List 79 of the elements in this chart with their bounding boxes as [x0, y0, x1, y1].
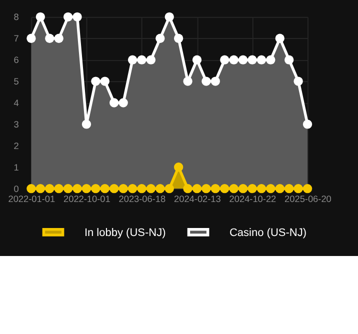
- point: [26, 34, 36, 43]
- y-tick-label: 6: [14, 55, 19, 66]
- y-tick-label: 1: [14, 162, 19, 172]
- x-tick-label: 2022-01-01: [8, 194, 56, 204]
- point: [128, 184, 138, 194]
- x-tick-label: 2024-02-13: [174, 194, 221, 204]
- point: [146, 184, 156, 194]
- legend-label: In lobby (US-NJ): [84, 226, 166, 239]
- point: [174, 162, 184, 172]
- point: [210, 184, 220, 194]
- point: [248, 55, 257, 64]
- point: [238, 55, 248, 64]
- point: [164, 12, 174, 22]
- point: [54, 34, 64, 43]
- x-tick-label: 2025-06-20: [284, 194, 332, 204]
- point: [91, 184, 100, 194]
- y-tick-label: 8: [14, 12, 19, 22]
- point: [118, 98, 128, 108]
- point: [164, 184, 174, 194]
- point: [110, 98, 119, 108]
- point: [294, 184, 303, 194]
- point: [220, 184, 230, 194]
- point: [183, 76, 192, 86]
- point: [100, 184, 110, 194]
- point: [110, 184, 119, 194]
- x-tick-label: 2024-10-22: [229, 194, 276, 204]
- point: [202, 184, 211, 194]
- point: [192, 55, 202, 64]
- point: [118, 184, 128, 194]
- y-tick-label: 2: [14, 140, 19, 151]
- point: [238, 184, 248, 194]
- point: [128, 55, 138, 64]
- point: [26, 184, 36, 194]
- point: [302, 120, 312, 129]
- point: [229, 55, 238, 64]
- point: [275, 184, 284, 194]
- point: [256, 55, 266, 64]
- point: [183, 184, 192, 194]
- point: [72, 12, 82, 22]
- point: [156, 184, 165, 194]
- point: [275, 34, 284, 43]
- point: [202, 76, 211, 86]
- point: [100, 76, 110, 86]
- point: [91, 76, 100, 86]
- point: [63, 184, 73, 194]
- point: [220, 55, 230, 64]
- point: [302, 184, 312, 194]
- x-tick-label: 2022-10-01: [64, 194, 110, 204]
- point: [284, 55, 294, 64]
- point: [229, 184, 238, 194]
- y-tick-label: 0: [14, 184, 19, 194]
- point: [63, 12, 73, 22]
- point: [192, 184, 202, 194]
- y-tick-label: 3: [14, 119, 19, 130]
- point: [36, 184, 46, 194]
- point: [174, 34, 184, 43]
- y-tick-label: 7: [14, 34, 19, 44]
- point: [284, 184, 294, 194]
- point: [45, 184, 54, 194]
- point: [45, 34, 54, 43]
- point: [294, 76, 303, 86]
- x-tick-label: 2023-06-18: [118, 194, 166, 204]
- point: [82, 184, 92, 194]
- point: [210, 76, 220, 86]
- point: [266, 184, 276, 194]
- y-tick-label: 4: [14, 98, 19, 108]
- point: [72, 184, 82, 194]
- point: [54, 184, 64, 194]
- y-tick-label: 5: [14, 76, 19, 87]
- point: [137, 55, 146, 64]
- point: [146, 55, 156, 64]
- point: [36, 12, 46, 22]
- point: [156, 34, 165, 43]
- point: [256, 184, 266, 194]
- point: [82, 120, 92, 129]
- point: [137, 184, 146, 194]
- legend-label: Casino (US-NJ): [229, 226, 307, 239]
- point: [248, 184, 257, 194]
- point: [266, 55, 276, 64]
